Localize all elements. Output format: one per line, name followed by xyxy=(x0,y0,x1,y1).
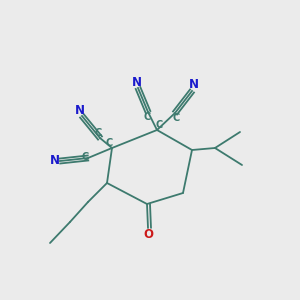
Text: O: O xyxy=(143,229,153,242)
Text: C: C xyxy=(155,120,163,130)
Text: N: N xyxy=(50,154,60,166)
Text: N: N xyxy=(132,76,142,88)
Text: N: N xyxy=(189,79,199,92)
Text: C: C xyxy=(172,113,180,123)
Text: C: C xyxy=(105,138,112,148)
Text: C: C xyxy=(143,112,151,122)
Text: C: C xyxy=(94,128,102,138)
Text: C: C xyxy=(81,152,88,162)
Text: N: N xyxy=(75,104,85,118)
